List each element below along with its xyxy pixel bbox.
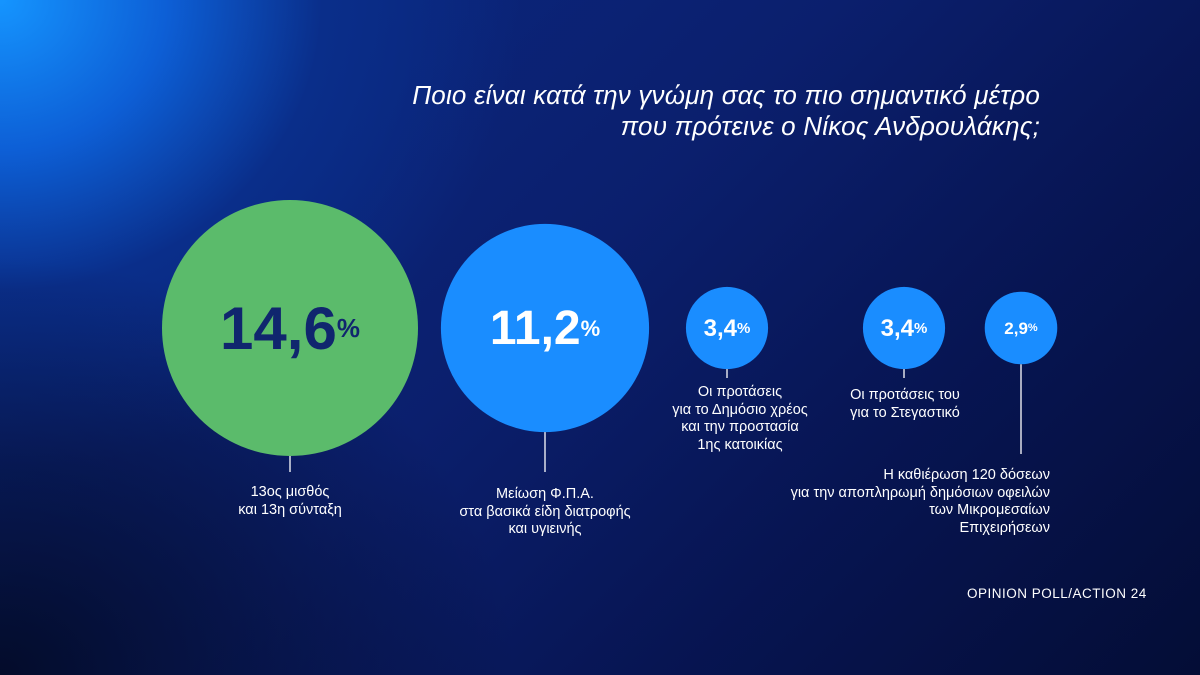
bubble-4 <box>862 286 946 370</box>
title-line-2: που πρότεινε ο Νίκος Ανδρουλάκης; <box>620 111 1040 141</box>
source-label: OPINION POLL/ACTION 24 <box>967 586 1147 601</box>
chart-title: Ποιο είναι κατά την γνώμη σας το πιο σημ… <box>280 80 1040 142</box>
category-label-1: 13ος μισθός και 13η σύνταξη <box>238 484 342 518</box>
category-label-2: Μείωση Φ.Π.Α. στα βασικά είδη διατροφής … <box>459 486 631 537</box>
value-label-5: 2,9% <box>1004 319 1038 338</box>
value-label-3: 3,4% <box>704 315 751 342</box>
value-label-4: 3,4% <box>881 315 928 342</box>
category-label-3: Οι προτάσεις για το Δημόσιο χρέος και τη… <box>672 384 808 453</box>
bubble-3 <box>685 286 769 370</box>
title-line-1: Ποιο είναι κατά την γνώμη σας το πιο σημ… <box>412 80 1040 110</box>
category-label-5: Η καθιέρωση 120 δόσεων για την αποπληρωμ… <box>790 467 1050 536</box>
category-label-4: Οι προτάσεις του για το Στεγαστικό <box>850 387 960 421</box>
bubble-2 <box>440 223 650 433</box>
value-label-2: 11,2% <box>490 302 600 355</box>
bubble-5 <box>984 291 1058 365</box>
value-label-1: 14,6% <box>220 295 360 362</box>
bubble-1 <box>162 200 418 456</box>
